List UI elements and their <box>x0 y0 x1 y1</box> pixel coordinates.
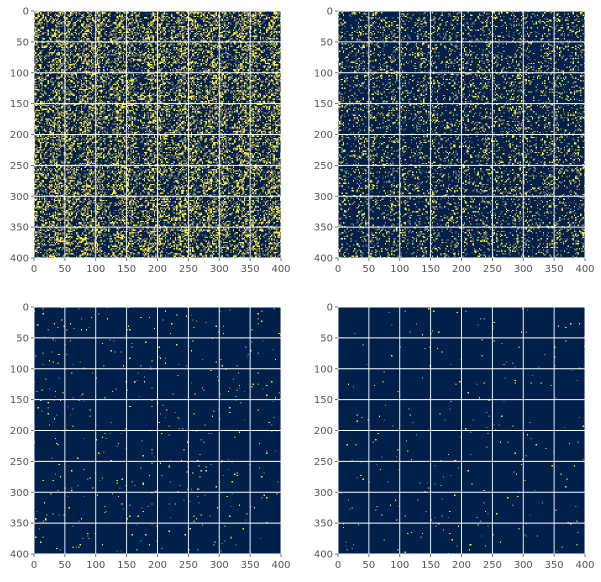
x-tick-label: 150 <box>117 560 136 571</box>
panel-1: 0 50 100 150 200 250 300 350 4000501001502002503… <box>10 7 291 276</box>
y-tick-label: 400 <box>10 254 29 265</box>
x-tick-label: 350 <box>545 560 564 571</box>
y-tick-label: 0 <box>327 303 333 314</box>
y-tick-label: 200 <box>314 130 333 141</box>
y-tick-label: 50 <box>320 37 333 48</box>
y-tick-label: 250 <box>10 161 29 172</box>
x-tick-label: 400 <box>575 264 594 275</box>
x-tick-label: 400 <box>271 264 290 275</box>
y-tick-label: 200 <box>10 426 29 437</box>
x-tick-label: 200 <box>452 560 471 571</box>
x-tick-label: 100 <box>390 264 409 275</box>
y-tick-label: 0 <box>23 303 29 314</box>
x-tick-label: 100 <box>390 560 409 571</box>
y-tick-label: 100 <box>10 364 29 375</box>
panel-2: 0 50 100 150 200 250 300 350 4000501001502002503… <box>314 7 595 276</box>
y-tick-label: 350 <box>314 519 333 530</box>
y-tick-label: 100 <box>314 364 333 375</box>
x-tick-label: 50 <box>363 264 376 275</box>
x-tick-label: 400 <box>575 560 594 571</box>
y-tick-label: 300 <box>314 488 333 499</box>
y-tick-label: 50 <box>16 333 29 344</box>
panel-3: 0 50 100 150 200 250 300 350 4000501001502002503… <box>10 303 291 572</box>
y-tick-label: 50 <box>16 37 29 48</box>
y-tick-label: 250 <box>314 161 333 172</box>
y-tick-label: 350 <box>314 223 333 234</box>
y-tick-label: 50 <box>320 333 333 344</box>
x-tick-label: 300 <box>514 560 533 571</box>
x-tick-label: 300 <box>210 264 229 275</box>
y-tick-label: 350 <box>10 223 29 234</box>
y-tick-label: 0 <box>327 7 333 18</box>
x-tick-label: 150 <box>117 264 136 275</box>
x-tick-label: 0 <box>335 560 341 571</box>
y-tick-label: 200 <box>10 130 29 141</box>
y-tick-label: 250 <box>314 457 333 468</box>
y-tick-label: 0 <box>23 7 29 18</box>
x-tick-label: 250 <box>179 560 198 571</box>
x-tick-label: 350 <box>545 264 564 275</box>
x-tick-label: 150 <box>421 560 440 571</box>
panel-4: 0 50 100 150 200 250 300 350 4000501001502002503… <box>314 303 595 572</box>
x-tick-label: 100 <box>86 264 105 275</box>
y-tick-label: 250 <box>10 457 29 468</box>
y-tick-label: 350 <box>10 519 29 530</box>
x-tick-label: 200 <box>148 560 167 571</box>
x-tick-label: 50 <box>59 560 72 571</box>
x-tick-label: 350 <box>241 560 260 571</box>
x-tick-label: 400 <box>271 560 290 571</box>
y-tick-label: 150 <box>10 99 29 110</box>
y-tick-label: 200 <box>314 426 333 437</box>
y-tick-label: 150 <box>314 395 333 406</box>
x-tick-label: 200 <box>148 264 167 275</box>
y-tick-label: 300 <box>314 192 333 203</box>
x-tick-label: 50 <box>363 560 376 571</box>
y-tick-label: 400 <box>10 550 29 561</box>
x-tick-label: 0 <box>335 264 341 275</box>
x-tick-label: 150 <box>421 264 440 275</box>
x-tick-label: 0 <box>31 560 37 571</box>
x-tick-label: 250 <box>483 560 502 571</box>
y-tick-label: 400 <box>314 550 333 561</box>
y-tick-label: 150 <box>10 395 29 406</box>
x-tick-label: 50 <box>59 264 72 275</box>
x-tick-label: 350 <box>241 264 260 275</box>
y-tick-label: 100 <box>10 68 29 79</box>
y-tick-label: 300 <box>10 192 29 203</box>
x-tick-label: 0 <box>31 264 37 275</box>
x-tick-label: 200 <box>452 264 471 275</box>
y-tick-label: 100 <box>314 68 333 79</box>
y-tick-label: 300 <box>10 488 29 499</box>
x-tick-label: 250 <box>179 264 198 275</box>
x-tick-label: 100 <box>86 560 105 571</box>
x-tick-label: 300 <box>514 264 533 275</box>
y-tick-label: 400 <box>314 254 333 265</box>
y-tick-label: 150 <box>314 99 333 110</box>
x-tick-label: 300 <box>210 560 229 571</box>
x-tick-label: 250 <box>483 264 502 275</box>
